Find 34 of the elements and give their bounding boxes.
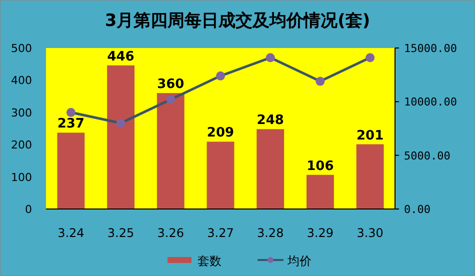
y-tick-label: 300: [11, 106, 32, 120]
x-tick-label: 3.28: [257, 226, 284, 240]
x-tick-label: 3.29: [306, 226, 334, 240]
x-tick-label: 3.27: [207, 226, 234, 240]
bar: [356, 144, 384, 209]
x-tick-label: 3.25: [107, 226, 134, 240]
y2-tick-label: 15000.00: [404, 42, 457, 55]
y-tick-label: 500: [11, 42, 32, 55]
data-label: 201: [356, 128, 384, 144]
bar: [306, 174, 334, 209]
y2-tick-label: 10000.00: [404, 96, 457, 109]
bar: [57, 132, 85, 209]
y-tick-label: 400: [11, 74, 32, 88]
data-label: 446: [107, 49, 134, 64]
x-tick-label: 3.30: [356, 226, 384, 240]
legend-label: 套数: [198, 254, 222, 268]
y-tick-label: 100: [11, 170, 32, 184]
bar: [107, 65, 134, 209]
bar: [206, 142, 234, 209]
chart-title: 3月第四周每日成交及均价情况(套): [104, 11, 370, 31]
data-label: 248: [256, 113, 284, 128]
bar: [256, 129, 284, 209]
bar: [156, 93, 184, 209]
data-label: 106: [306, 158, 334, 174]
y2-tick-label: 0.00: [404, 203, 430, 216]
legend-label: 均价: [286, 254, 312, 268]
y2-tick-label: 5000.00: [404, 149, 450, 162]
data-label: 237: [57, 116, 84, 132]
data-label: 209: [206, 126, 234, 141]
x-tick-label: 3.26: [157, 226, 184, 240]
y-tick-label: 200: [11, 138, 32, 152]
data-label: 360: [157, 77, 184, 92]
x-tick-label: 3.24: [58, 226, 84, 240]
y-tick-label: 0: [25, 203, 32, 216]
